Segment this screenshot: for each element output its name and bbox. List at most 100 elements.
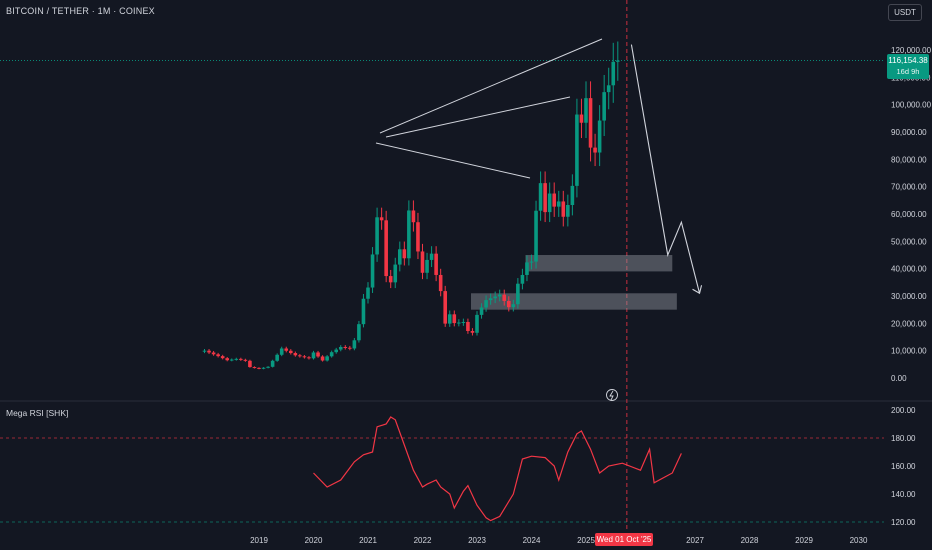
candle-body — [570, 185, 575, 206]
candle-body — [516, 283, 520, 305]
symbol-title[interactable]: BITCOIN / TETHER · 1M · COINEX — [6, 6, 155, 16]
candle-body — [402, 249, 407, 259]
candle-body — [202, 350, 207, 352]
candle-body — [288, 350, 293, 354]
candle-body — [234, 358, 239, 360]
candle-body — [357, 324, 361, 341]
candle-body — [579, 114, 584, 123]
candle-body — [597, 120, 602, 153]
trend-line — [385, 96, 571, 138]
candle-body — [425, 259, 429, 273]
candle-body — [325, 356, 329, 361]
price-tick-label: 60,000.00 — [891, 210, 927, 219]
candle-body — [538, 183, 543, 211]
candle-body — [493, 296, 497, 299]
candle-body — [547, 193, 552, 213]
candle-body — [407, 210, 411, 259]
time-tick-label: 2028 — [741, 536, 759, 545]
candle-body — [520, 274, 525, 284]
candle-body — [529, 261, 534, 263]
candle-body — [615, 60, 620, 62]
candle-body — [416, 222, 420, 252]
alert-icon-bolt — [609, 390, 614, 401]
price-tick-label: 10,000.00 — [891, 347, 927, 356]
candle-body — [348, 347, 352, 349]
candle-body — [307, 357, 311, 359]
price-tick-label: 50,000.00 — [891, 237, 927, 246]
crosshair-date-label: Wed 01 Oct '25 — [595, 533, 653, 546]
candle-body — [225, 358, 230, 361]
time-tick-label: 2021 — [359, 536, 377, 545]
time-tick-label: 2020 — [305, 536, 323, 545]
candle-body — [243, 359, 248, 361]
projection-arrowhead — [692, 285, 703, 295]
price-tick-label: 30,000.00 — [891, 292, 927, 301]
candle-body — [293, 353, 298, 356]
candle-body — [248, 360, 252, 368]
price-tick-label: 20,000.00 — [891, 319, 927, 328]
candle-body — [284, 348, 289, 351]
candle-body — [388, 276, 393, 283]
candle-body — [420, 251, 425, 273]
candle-body — [311, 352, 316, 359]
candle-body — [320, 356, 325, 361]
candle-body — [488, 298, 493, 301]
candle-body — [257, 367, 261, 369]
candle-body — [506, 300, 511, 308]
candle-body — [575, 114, 579, 186]
candle-body — [566, 205, 570, 217]
candle-body — [429, 253, 434, 260]
candle-body — [556, 201, 561, 207]
candle-body — [397, 249, 402, 265]
price-tick-label: 0.00 — [891, 374, 907, 383]
currency-selector[interactable]: USDT — [888, 4, 922, 21]
candle-body — [252, 367, 257, 369]
candle-body — [266, 366, 270, 368]
support-zone — [471, 293, 677, 310]
candle-body — [479, 307, 484, 315]
candle-body — [470, 330, 475, 333]
candle-body — [543, 183, 547, 213]
candle-body — [561, 201, 566, 217]
candle-body — [298, 355, 302, 357]
rsi-line — [313, 416, 682, 522]
candle-body — [352, 340, 357, 349]
indicator-title[interactable]: Mega RSI [SHK] — [6, 408, 69, 418]
candle-body — [316, 352, 320, 357]
price-tick-label: 120,000.00 — [891, 46, 932, 55]
candle-body — [588, 98, 593, 148]
candle-body — [370, 254, 375, 288]
last-price-label: 116,154.38 16d 9h — [887, 54, 929, 79]
rsi-tick-label: 160.00 — [891, 462, 916, 471]
candle-body — [475, 314, 479, 333]
last-price-value: 116,154.38 — [888, 56, 928, 65]
candle-body — [552, 193, 557, 207]
support-zone — [525, 255, 673, 272]
time-tick-label: 2023 — [468, 536, 486, 545]
candle-body — [502, 294, 507, 301]
candle-body — [443, 291, 448, 324]
candle-body — [452, 314, 457, 324]
candle-body — [375, 217, 379, 255]
candle-body — [379, 217, 384, 221]
projection-path — [630, 44, 701, 294]
candle-body — [606, 85, 611, 93]
candle-body — [329, 352, 334, 357]
candle-body — [611, 61, 616, 86]
candle-body — [239, 358, 243, 360]
candle-body — [411, 210, 416, 223]
rsi-tick-label: 120.00 — [891, 518, 916, 527]
price-tick-label: 40,000.00 — [891, 265, 927, 274]
alert-icon — [606, 389, 618, 401]
candle-body — [457, 322, 461, 324]
candle-body — [434, 253, 438, 275]
candle-body — [261, 367, 266, 369]
candle-body — [466, 321, 470, 331]
rsi-tick-label: 140.00 — [891, 490, 916, 499]
time-tick-label: 2027 — [686, 536, 704, 545]
candle-body — [534, 210, 538, 262]
candle-body — [302, 356, 307, 358]
rsi-tick-label: 200.00 — [891, 406, 916, 415]
